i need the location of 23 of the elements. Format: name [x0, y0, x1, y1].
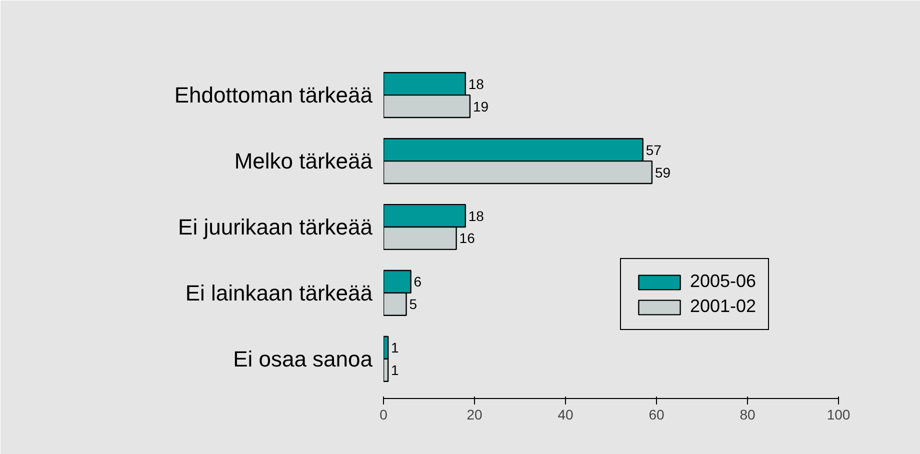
x-tick-label: 100	[826, 406, 850, 422]
legend-label: 2001-02	[690, 296, 756, 317]
data-label: 6	[414, 274, 422, 290]
y-tick-label: Ei osaa sanoa	[233, 346, 374, 372]
x-tick-label: 60	[648, 406, 664, 422]
data-label: 18	[468, 208, 484, 224]
data-label: 19	[472, 98, 489, 114]
data-label: 5	[409, 296, 418, 312]
data-label: 1	[391, 340, 400, 356]
y-tick-label: Ei lainkaan tärkeää	[185, 280, 374, 306]
x-tick-label: 40	[558, 406, 574, 422]
data-label: 57	[646, 142, 662, 158]
data-label: 59	[654, 164, 671, 180]
data-label: 16	[459, 230, 476, 246]
x-tick-label: 0	[380, 406, 388, 422]
y-tick-label: Ehdottoman tärkeää	[174, 82, 374, 108]
data-label: 1	[391, 362, 400, 378]
y-tick-label: Melko tärkeää	[234, 148, 374, 174]
x-tick-label: 20	[466, 406, 482, 422]
x-tick-label: 80	[740, 406, 756, 422]
legend-label: 2005-06	[690, 271, 756, 292]
data-label: 18	[468, 76, 484, 92]
y-tick-label: Ei juurikaan tärkeää	[178, 214, 374, 240]
